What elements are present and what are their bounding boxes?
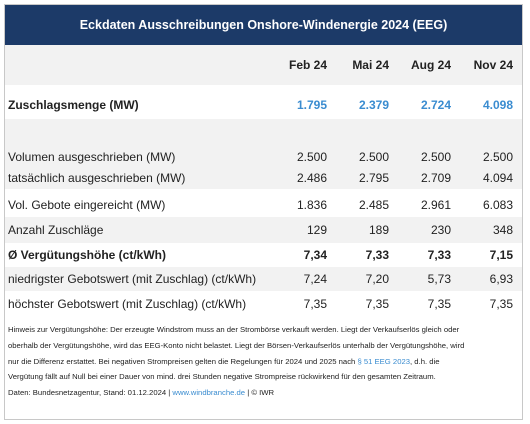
row-value: 4.098 <box>482 98 513 112</box>
column-header: Nov 24 <box>473 58 513 72</box>
data-table-card: Eckdaten Ausschreibungen Onshore-Windene… <box>4 4 523 420</box>
source-text: | © IWR <box>245 388 275 398</box>
table-row: Ø Vergütungshöhe (ct/kWh) 7,34 7,33 7,33… <box>5 243 522 267</box>
row-label: Anzahl Zuschläge <box>8 223 104 237</box>
row-label: tatsächlich ausgeschrieben (MW) <box>8 171 186 185</box>
spacer-row <box>5 119 522 147</box>
row-value: 7,15 <box>489 248 513 262</box>
column-header: Aug 24 <box>410 58 451 72</box>
table-row: Volumen ausgeschrieben (MW) 2.500 2.500 … <box>5 147 522 167</box>
source-line: Daten: Bundesnetzagentur, Stand: 01.12.2… <box>8 385 520 401</box>
footnote-line: oberhalb der Vergütungshöhe, wird das EE… <box>8 340 465 350</box>
eeg-law-link[interactable]: § 51 EEG 2023 <box>357 356 411 366</box>
row-value: 7,35 <box>303 297 327 311</box>
row-value: 1.795 <box>296 98 327 112</box>
row-value: 7,33 <box>365 248 389 262</box>
row-value: 2.961 <box>420 198 451 212</box>
footnote: Hinweis zur Vergütungshöhe: Der erzeugte… <box>8 322 520 401</box>
row-label: Ø Vergütungshöhe (ct/kWh) <box>8 248 166 262</box>
row-label: niedrigster Gebotswert (mit Zuschlag) (c… <box>8 272 257 286</box>
table-row: Vol. Gebote eingereicht (MW) 1.836 2.485… <box>5 193 522 217</box>
row-value: 5,73 <box>427 272 451 286</box>
row-value: 348 <box>492 223 513 237</box>
row-label: Vol. Gebote eingereicht (MW) <box>8 198 166 212</box>
row-value: 1.836 <box>296 198 327 212</box>
row-value: 7,33 <box>427 248 451 262</box>
footnote-line: Vergütung fällt auf Null bei einer Dauer… <box>8 372 436 382</box>
row-value: 2.500 <box>420 150 451 164</box>
footnote-text: nur die Differenz erstattet. Bei negativ… <box>8 356 358 366</box>
row-label: Zuschlagsmenge (MW) <box>8 98 139 112</box>
row-value: 230 <box>430 223 451 237</box>
footnote-line: nur die Differenz erstattet. Bei negativ… <box>8 354 520 370</box>
row-value: 2.724 <box>420 98 451 112</box>
row-value: 2.379 <box>358 98 389 112</box>
row-value: 2.486 <box>296 171 327 185</box>
row-value: 7,20 <box>365 272 389 286</box>
row-value: 6,93 <box>489 272 513 286</box>
source-text: Daten: Bundesnetzagentur, Stand: 01.12.2… <box>8 388 173 398</box>
row-value: 2.500 <box>358 150 389 164</box>
row-value: 2.500 <box>482 150 513 164</box>
table-row: tatsächlich ausgeschrieben (MW) 2.486 2.… <box>5 167 522 189</box>
footnote-text: , d.h. die <box>410 356 440 366</box>
row-value: 7,35 <box>427 297 451 311</box>
row-label: Volumen ausgeschrieben (MW) <box>8 150 176 164</box>
row-value: 7,35 <box>489 297 513 311</box>
row-value: 7,35 <box>365 297 389 311</box>
row-value: 4.094 <box>482 171 513 185</box>
row-value: 6.083 <box>482 198 513 212</box>
footnote-line: Hinweis zur Vergütungshöhe: Der erzeugte… <box>8 325 460 334</box>
windbranche-link[interactable]: www.windbranche.de <box>172 388 246 398</box>
row-value: 7,34 <box>303 248 327 262</box>
row-value: 189 <box>368 223 389 237</box>
table-row: niedrigster Gebotswert (mit Zuschlag) (c… <box>5 267 522 291</box>
row-value: 7,24 <box>303 272 327 286</box>
row-value: 2.485 <box>358 198 389 212</box>
column-header: Mai 24 <box>352 58 389 72</box>
table-title: Eckdaten Ausschreibungen Onshore-Windene… <box>5 5 522 45</box>
table-row: höchster Gebotswert (mit Zuschlag) (ct/k… <box>5 291 522 317</box>
column-header-row: Feb 24 Mai 24 Aug 24 Nov 24 <box>5 45 522 85</box>
row-value: 2.709 <box>420 171 451 185</box>
table-row: Anzahl Zuschläge 129 189 230 348 <box>5 217 522 243</box>
column-header: Feb 24 <box>288 58 327 72</box>
row-label: höchster Gebotswert (mit Zuschlag) (ct/k… <box>8 297 247 311</box>
table-row-zuschlagsmenge: Zuschlagsmenge (MW) 1.795 2.379 2.724 4.… <box>5 91 522 119</box>
row-value: 129 <box>306 223 327 237</box>
row-value: 2.795 <box>358 171 389 185</box>
row-value: 2.500 <box>296 150 327 164</box>
